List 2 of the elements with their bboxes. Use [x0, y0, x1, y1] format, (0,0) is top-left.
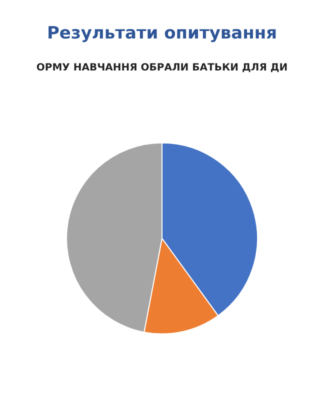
- chart-subtitle: ОРМУ НАВЧАННЯ ОБРАЛИ БАТЬКИ ДЛЯ ДИ: [36, 62, 288, 74]
- chart-title: Результати опитування: [46, 24, 278, 44]
